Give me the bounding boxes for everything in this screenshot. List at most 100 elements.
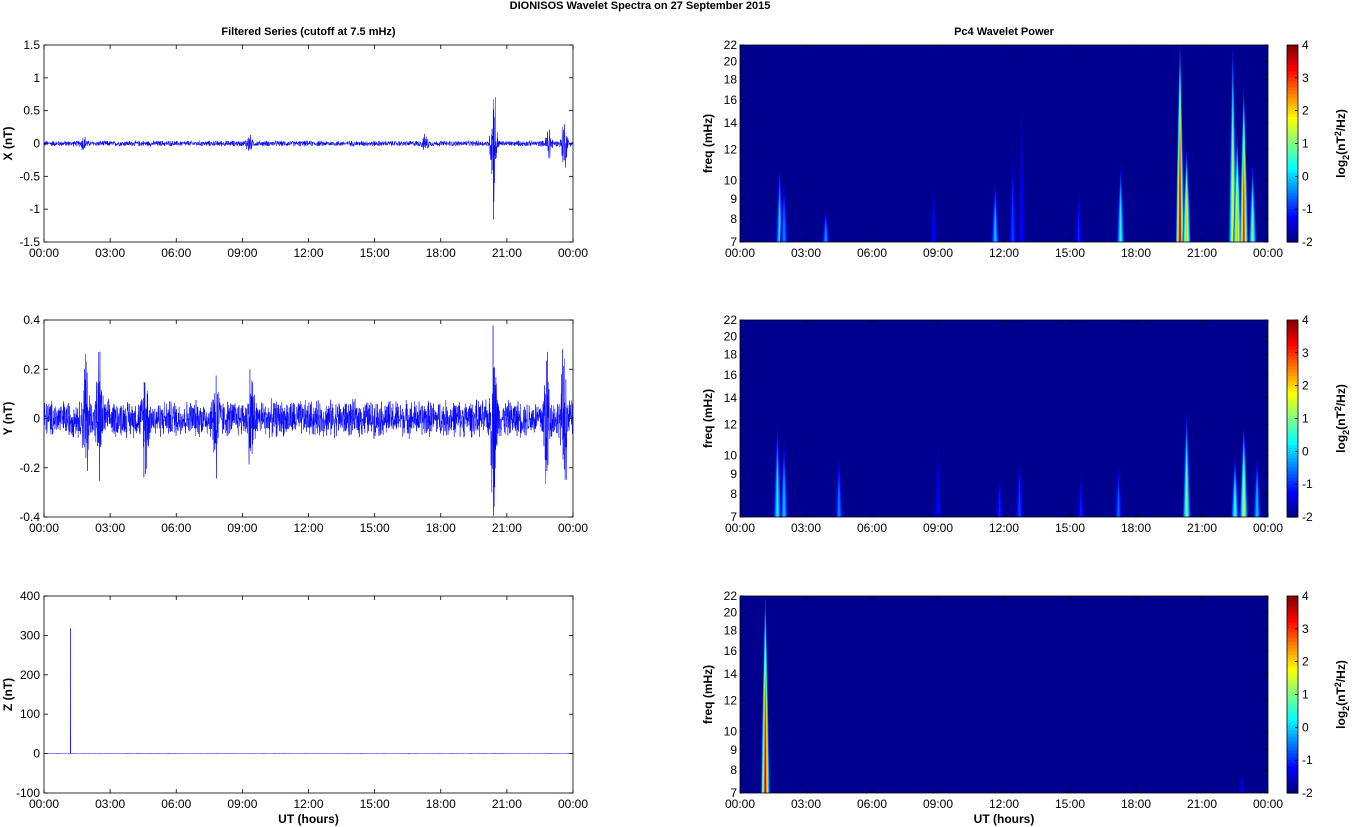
colorbar-tick-label: 1 bbox=[1302, 688, 1309, 702]
colorbar-swatch bbox=[1287, 388, 1298, 393]
x-tick-label: 03:00 bbox=[95, 797, 125, 811]
colorbar-swatch bbox=[1287, 497, 1298, 502]
x-tick-label: 21:00 bbox=[1187, 246, 1217, 260]
colorbar-swatch bbox=[1287, 375, 1298, 380]
plot-area bbox=[44, 596, 573, 793]
colorbar-swatch bbox=[1287, 510, 1298, 515]
colorbar-swatch bbox=[1287, 609, 1298, 614]
colorbar-swatch bbox=[1287, 336, 1298, 341]
colorbar-swatch bbox=[1287, 740, 1298, 745]
colorbar-swatch bbox=[1287, 333, 1298, 338]
colorbar-swatch bbox=[1287, 159, 1298, 164]
y-tick-label: 20 bbox=[724, 605, 738, 619]
y-axis-label: X (nT) bbox=[1, 127, 15, 161]
x-axis-label: UT (hours) bbox=[278, 812, 339, 826]
colorbar-swatch bbox=[1287, 635, 1298, 640]
y-tick-label: 400 bbox=[20, 589, 40, 603]
y-tick-label: 8 bbox=[730, 487, 737, 501]
x-tick-label: 21:00 bbox=[492, 521, 522, 535]
y-tick-label: 9 bbox=[730, 467, 737, 481]
x-tick-label: 12:00 bbox=[293, 521, 323, 535]
colorbar-swatch bbox=[1287, 94, 1298, 99]
x-tick-label: 15:00 bbox=[1055, 797, 1085, 811]
colorbar-swatch bbox=[1287, 664, 1298, 669]
colorbar-label-part: (nT bbox=[1334, 136, 1348, 155]
colorbar-swatch bbox=[1287, 150, 1298, 154]
colorbar-swatch bbox=[1287, 766, 1298, 771]
colorbar-swatch bbox=[1287, 202, 1298, 207]
colorbar-swatch bbox=[1287, 67, 1298, 72]
series-line bbox=[43, 325, 574, 516]
colorbar-swatch bbox=[1287, 714, 1298, 719]
colorbar-tick-label: -1 bbox=[1302, 753, 1313, 767]
x-tick-label: 00:00 bbox=[1253, 246, 1283, 260]
colorbar-swatch bbox=[1287, 710, 1298, 715]
y-tick-label: 0.2 bbox=[23, 362, 40, 376]
y-tick-label: -1 bbox=[29, 202, 40, 216]
colorbar-swatch bbox=[1287, 110, 1298, 115]
colorbar-label-part: (nT bbox=[1334, 411, 1348, 430]
colorbar-label-part: log bbox=[1334, 711, 1348, 729]
x-axis-label: UT (hours) bbox=[974, 812, 1035, 826]
subplot-title: Pc4 Wavelet Power bbox=[954, 26, 1055, 38]
colorbar-label: log2(nT2/Hz) bbox=[1333, 384, 1351, 453]
colorbar-swatch bbox=[1287, 143, 1298, 148]
colorbar-label-part: log bbox=[1334, 435, 1348, 453]
x-tick-label: 06:00 bbox=[857, 797, 887, 811]
y-tick-label: 7 bbox=[730, 510, 737, 524]
subplot-title: Filtered Series (cutoff at 7.5 mHz) bbox=[221, 26, 396, 38]
x-tick-label: 00:00 bbox=[558, 521, 588, 535]
colorbar-swatch bbox=[1287, 454, 1298, 459]
y-axis-label: freq (mHz) bbox=[701, 389, 715, 448]
x-tick-label: 21:00 bbox=[492, 797, 522, 811]
colorbar-swatch bbox=[1287, 130, 1298, 135]
power-streak bbox=[779, 439, 789, 517]
colorbar-swatch bbox=[1287, 615, 1298, 620]
power-streak bbox=[773, 424, 782, 517]
colorbar-swatch bbox=[1287, 743, 1298, 748]
colorbar-swatch bbox=[1287, 209, 1298, 214]
x-tick-label: 06:00 bbox=[857, 246, 887, 260]
colorbar-swatch bbox=[1287, 681, 1298, 686]
colorbar-swatch bbox=[1287, 235, 1298, 240]
colorbar-swatch bbox=[1287, 451, 1298, 456]
colorbar-swatch bbox=[1287, 51, 1298, 56]
colorbar-swatch bbox=[1287, 425, 1298, 429]
y-tick-label: 22 bbox=[724, 313, 738, 327]
colorbar-swatch bbox=[1287, 45, 1298, 49]
colorbar-swatch bbox=[1287, 136, 1298, 141]
power-streak-layer bbox=[1080, 493, 1082, 517]
colorbar-swatch bbox=[1287, 727, 1298, 732]
colorbar-swatch bbox=[1287, 661, 1298, 666]
x-tick-label: 00:00 bbox=[29, 521, 59, 535]
x-tick-label: 00:00 bbox=[29, 797, 59, 811]
colorbar-swatch bbox=[1287, 596, 1298, 600]
colorbar-swatch bbox=[1287, 71, 1298, 76]
figure-title: DIONISOS Wavelet Spectra on 27 September… bbox=[509, 0, 771, 12]
colorbar-swatch bbox=[1287, 697, 1298, 702]
colorbar-swatch bbox=[1287, 182, 1298, 187]
x-tick-label: 00:00 bbox=[558, 246, 588, 260]
colorbar-swatch bbox=[1287, 691, 1298, 696]
colorbar-swatch bbox=[1287, 352, 1298, 357]
series-line bbox=[43, 97, 574, 220]
power-streak-layer bbox=[1256, 483, 1258, 517]
x-tick-label: 00:00 bbox=[725, 797, 755, 811]
power-streak-layer bbox=[933, 208, 935, 242]
colorbar-swatch bbox=[1287, 153, 1298, 158]
colorbar-swatch bbox=[1287, 127, 1298, 131]
colorbar-label-part: 2 bbox=[1333, 682, 1343, 687]
series-line bbox=[43, 628, 574, 755]
colorbar-tick-label: -1 bbox=[1302, 477, 1313, 491]
colorbar-label-part: log bbox=[1334, 160, 1348, 178]
x-tick-label: 15:00 bbox=[360, 521, 390, 535]
colorbar-swatch bbox=[1287, 444, 1298, 449]
series-panel-y-series: -0.4 -0.2 0 0.2 0.4 Y (nT) 00:00 03:00 06:00 09:0… bbox=[1, 313, 588, 535]
colorbar-swatch bbox=[1287, 638, 1298, 643]
colorbar-swatch bbox=[1287, 494, 1298, 498]
x-tick-label: 15:00 bbox=[1055, 521, 1085, 535]
x-tick-label: 09:00 bbox=[923, 521, 953, 535]
power-streak-layer bbox=[779, 199, 781, 242]
colorbar-swatch bbox=[1287, 773, 1298, 778]
